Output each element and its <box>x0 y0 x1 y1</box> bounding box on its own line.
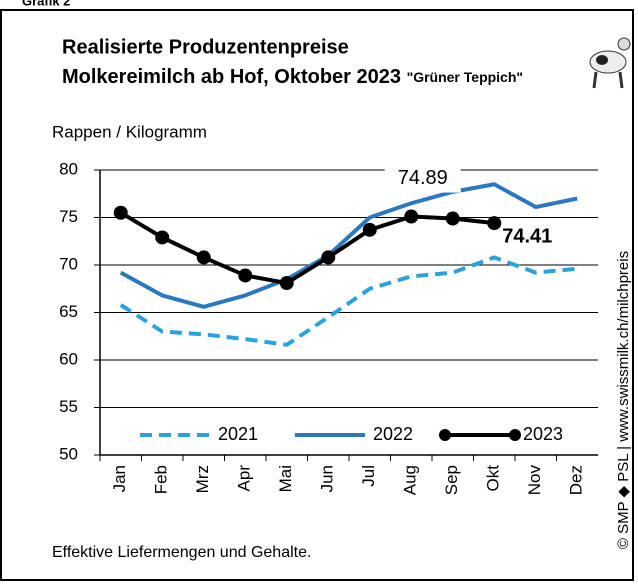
series-marker <box>404 210 418 224</box>
subtitle-main: Molkereimilch ab Hof, Oktober 2023 <box>62 66 401 88</box>
x-tick-label: Apr <box>235 465 254 492</box>
header: Grafik 2 <box>22 0 70 8</box>
footnote: Effektive Liefermengen und Gehalte. <box>52 544 311 561</box>
data-label: 74.41 <box>502 225 552 247</box>
series-marker <box>114 206 128 220</box>
series-marker <box>197 250 211 264</box>
x-tick-label: Dez <box>567 465 586 495</box>
series-marker <box>155 230 169 244</box>
y-tick-label: 55 <box>59 397 78 416</box>
legend-label: 2023 <box>523 424 563 444</box>
x-tick-label: Jul <box>359 465 378 487</box>
y-tick-label: 60 <box>59 349 78 368</box>
legend-label: 2021 <box>218 424 258 444</box>
x-tick-label: Jun <box>318 465 337 492</box>
y-tick-label: 65 <box>59 302 78 321</box>
y-tick-label: 50 <box>59 444 78 463</box>
x-tick-label: Nov <box>525 465 544 496</box>
series-marker <box>446 212 460 226</box>
x-tick-label: Okt <box>484 465 503 492</box>
x-tick-label: Mai <box>276 465 295 492</box>
y-tick-label: 70 <box>59 254 78 273</box>
series-marker <box>321 250 335 264</box>
x-tick-label: Sep <box>442 465 461 495</box>
x-tick-label: Mrz <box>193 465 212 493</box>
series-marker <box>363 223 377 237</box>
legend-label: 2022 <box>373 424 413 444</box>
series-marker <box>487 216 501 230</box>
x-tick-label: Aug <box>401 465 420 495</box>
subtitle-note: "Grüner Teppich" <box>407 69 523 85</box>
source: © SMP ◆ PSL | www.swissmilk.ch/milchprei… <box>615 251 632 549</box>
y-axis-label: Rappen / Kilogramm <box>52 122 207 141</box>
legend-marker <box>439 429 451 441</box>
legend-marker <box>509 429 521 441</box>
chart: Grafik 2 Realisierte Produzentenpreise M… <box>0 0 638 582</box>
x-tick-label: Feb <box>152 465 171 494</box>
legend-bg <box>136 423 286 447</box>
series-marker <box>280 276 294 290</box>
data-label: 74.89 <box>398 167 448 189</box>
chart-title: Realisierte Produzentenpreise <box>62 36 349 58</box>
y-tick-label: 80 <box>59 159 78 178</box>
y-tick-label: 75 <box>59 207 78 226</box>
series-marker <box>238 268 252 282</box>
x-tick-label: Jan <box>110 465 129 492</box>
